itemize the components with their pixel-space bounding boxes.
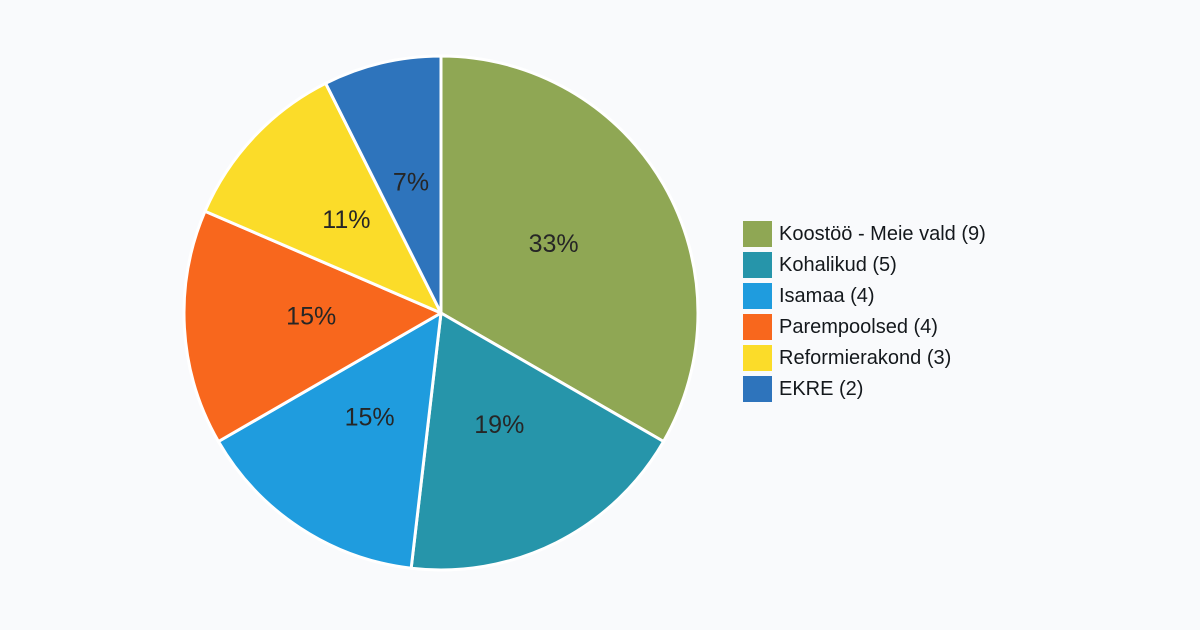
- legend-swatch-kohalikud: [743, 252, 772, 278]
- legend-item-reformierakond: Reformierakond (3): [743, 345, 986, 371]
- pie-slice-ekre: [324, 54, 443, 315]
- legend-label-koostoo-meie-vald: Koostöö - Meie vald (9): [779, 223, 986, 245]
- chart-legend: Koostöö - Meie vald (9) Kohalikud (5) Isam…: [743, 221, 986, 407]
- legend-swatch-parempoolsed: [743, 314, 772, 340]
- pie-slice-parempoolsed: [182, 209, 443, 443]
- pie-slice-reformierakond: [203, 81, 443, 315]
- pie-slice-isamaa: [216, 311, 443, 570]
- legend-label-parempoolsed: Parempoolsed (4): [779, 316, 938, 338]
- legend-label-kohalikud: Kohalikud (5): [779, 254, 897, 276]
- legend-item-kohalikud: Kohalikud (5): [743, 252, 986, 278]
- pie-slice-koostoo-meie-vald: [439, 54, 700, 443]
- pie-percent-label-koostoo-meie-vald: 33%: [529, 230, 579, 258]
- legend-swatch-koostoo-meie-vald: [743, 221, 772, 247]
- legend-label-reformierakond: Reformierakond (3): [779, 347, 952, 369]
- pie-percent-label-kohalikud: 19%: [474, 411, 524, 439]
- legend-item-isamaa: Isamaa (4): [743, 283, 986, 309]
- pie-percent-label-parempoolsed: 15%: [286, 303, 336, 331]
- legend-swatch-isamaa: [743, 283, 772, 309]
- legend-label-ekre: EKRE (2): [779, 378, 864, 400]
- pie-percent-label-reformierakond: 11%: [322, 206, 370, 234]
- pie-slice-kohalikud: [409, 311, 666, 572]
- legend-swatch-ekre: [743, 376, 772, 402]
- pie-percent-label-ekre: 7%: [393, 169, 429, 197]
- legend-label-isamaa: Isamaa (4): [779, 285, 875, 307]
- legend-item-koostoo-meie-vald: Koostöö - Meie vald (9): [743, 221, 986, 247]
- legend-swatch-reformierakond: [743, 345, 772, 371]
- pie-percent-label-isamaa: 15%: [345, 404, 395, 432]
- legend-item-ekre: EKRE (2): [743, 376, 986, 402]
- legend-item-parempoolsed: Parempoolsed (4): [743, 314, 986, 340]
